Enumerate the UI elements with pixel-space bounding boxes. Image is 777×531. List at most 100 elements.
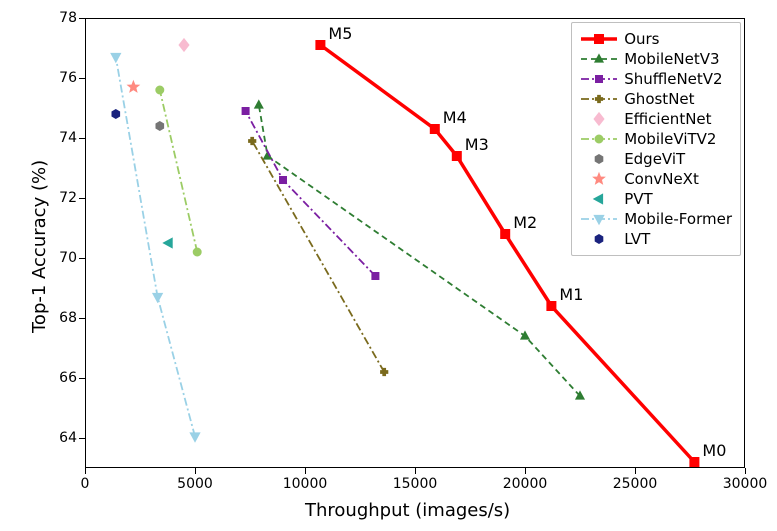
legend-label: EdgeViT — [624, 150, 685, 168]
legend-label: PVT — [624, 190, 652, 208]
series-marker — [179, 39, 189, 52]
y-tick-label: 76 — [55, 70, 77, 86]
x-tick-label: 30000 — [723, 476, 768, 492]
y-tick-mark — [79, 78, 85, 79]
legend-item: ShuffleNetV2 — [580, 69, 732, 89]
series-line — [116, 57, 195, 437]
x-tick-mark — [305, 468, 306, 474]
legend-label: GhostNet — [624, 90, 694, 108]
y-tick-mark — [79, 438, 85, 439]
y-tick-mark — [79, 378, 85, 379]
series-marker — [255, 100, 263, 108]
series-marker — [153, 293, 163, 302]
point-label: M1 — [559, 285, 583, 304]
series-mobilevitv2 — [156, 86, 201, 256]
x-tick-mark — [635, 468, 636, 474]
x-tick-mark — [85, 468, 86, 474]
series-mobilenetv3 — [255, 100, 585, 399]
legend-swatch — [580, 129, 618, 149]
x-tick-mark — [745, 468, 746, 474]
figure: Throughput (images/s) Top-1 Accuracy (%)… — [0, 0, 777, 531]
series-marker — [690, 458, 699, 467]
legend-swatch — [580, 109, 618, 129]
x-tick-label: 0 — [81, 476, 90, 492]
series-marker — [249, 137, 256, 144]
series-marker — [156, 86, 164, 94]
y-tick-label: 68 — [55, 310, 77, 326]
y-tick-label: 66 — [55, 370, 77, 386]
point-label: M5 — [328, 24, 352, 43]
y-tick-mark — [79, 18, 85, 19]
legend-label: LVT — [624, 230, 650, 248]
legend-swatch — [580, 229, 618, 249]
series-marker — [112, 110, 120, 119]
x-tick-label: 15000 — [393, 476, 438, 492]
y-tick-label: 72 — [55, 190, 77, 206]
legend-label: MobileViTV2 — [624, 130, 716, 148]
legend-item: EfficientNet — [580, 109, 732, 129]
legend-label: ShuffleNetV2 — [624, 70, 722, 88]
legend-label: Ours — [624, 30, 659, 48]
point-label: M4 — [443, 108, 467, 127]
legend-swatch — [580, 29, 618, 49]
x-tick-mark — [195, 468, 196, 474]
y-tick-mark — [79, 138, 85, 139]
point-label: M0 — [702, 441, 726, 460]
legend-swatch — [580, 89, 618, 109]
series-mobile-former — [111, 53, 200, 441]
legend-swatch — [580, 209, 618, 229]
y-tick-label: 64 — [55, 430, 77, 446]
series-pvt — [163, 238, 172, 248]
x-tick-mark — [525, 468, 526, 474]
legend-item: LVT — [580, 229, 732, 249]
x-tick-mark — [415, 468, 416, 474]
legend-item: MobileNetV3 — [580, 49, 732, 69]
point-label: M3 — [465, 135, 489, 154]
x-tick-label: 10000 — [283, 476, 328, 492]
series-marker — [381, 368, 388, 375]
series-line — [246, 111, 376, 276]
y-tick-label: 70 — [55, 250, 77, 266]
legend-item: EdgeViT — [580, 149, 732, 169]
series-marker — [111, 53, 121, 62]
series-edgevit — [156, 122, 164, 131]
legend-swatch — [580, 149, 618, 169]
series-marker — [452, 152, 461, 161]
series-marker — [372, 273, 379, 280]
legend-swatch — [580, 189, 618, 209]
x-tick-label: 25000 — [613, 476, 658, 492]
series-marker — [193, 248, 201, 256]
legend-item: GhostNet — [580, 89, 732, 109]
series-shufflenetv2 — [242, 108, 379, 280]
legend-swatch — [580, 69, 618, 89]
legend-item: ConvNeXt — [580, 169, 732, 189]
legend-swatch — [580, 169, 618, 189]
legend-label: Mobile-Former — [624, 210, 732, 228]
series-marker — [521, 331, 529, 339]
series-lvt — [112, 110, 120, 119]
legend-swatch — [580, 49, 618, 69]
series-marker — [547, 302, 556, 311]
x-tick-label: 20000 — [503, 476, 548, 492]
y-tick-label: 74 — [55, 130, 77, 146]
y-tick-mark — [79, 198, 85, 199]
series-marker — [501, 230, 510, 239]
y-tick-label: 78 — [55, 10, 77, 26]
series-marker — [163, 238, 172, 248]
series-marker — [280, 177, 287, 184]
series-marker — [190, 433, 200, 442]
series-convnext — [128, 81, 139, 92]
x-tick-label: 5000 — [177, 476, 213, 492]
series-marker — [316, 41, 325, 50]
legend-item: Mobile-Former — [580, 209, 732, 229]
series-marker — [128, 81, 139, 92]
series-line — [259, 105, 580, 396]
series-line — [252, 141, 384, 372]
series-efficientnet — [179, 39, 189, 52]
series-marker — [430, 125, 439, 134]
series-ghostnet — [249, 137, 388, 375]
legend-label: EfficientNet — [624, 110, 711, 128]
legend-item: MobileViTV2 — [580, 129, 732, 149]
series-marker — [156, 122, 164, 131]
legend-label: MobileNetV3 — [624, 50, 719, 68]
